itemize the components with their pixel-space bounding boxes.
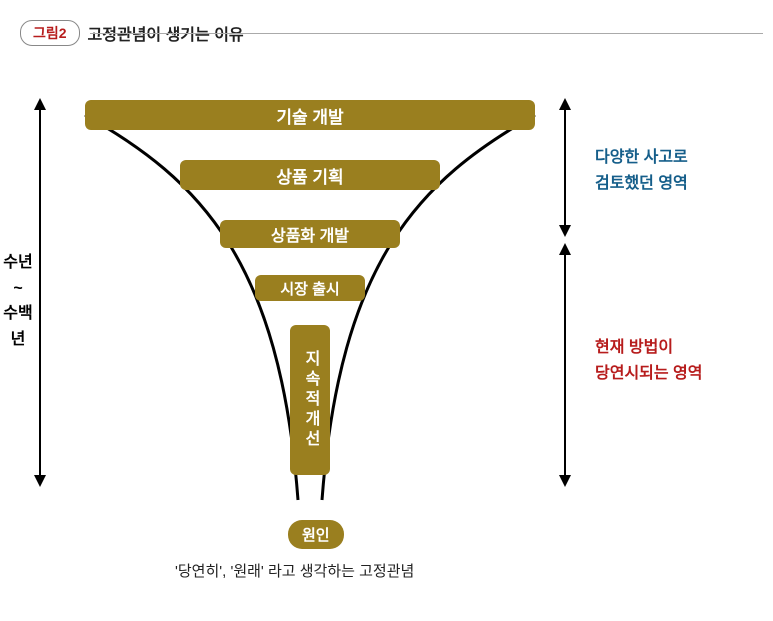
funnel-diagram: 기술 개발상품 기획상품화 개발시장 출시지속적개선 수년 ~ 수백 년 다양한… (0, 80, 773, 621)
header-divider (90, 33, 763, 34)
left-timespan-label: 수년 ~ 수백 년 (0, 250, 40, 352)
funnel-bar-2: 상품화 개발 (220, 220, 400, 248)
right-top-arrow-down-icon (559, 225, 571, 237)
footer-text: '당연히', '원래' 라고 생각하는 고정관념 (175, 560, 414, 581)
funnel-bar-3: 시장 출시 (255, 275, 365, 301)
funnel-bar-label-4: 지속적개선 (298, 350, 322, 450)
cause-pill: 원인 (288, 520, 344, 549)
right-bottom-label: 현재 방법이 당연시되는 영역 (595, 335, 703, 386)
funnel-bar-4: 지속적개선 (290, 325, 330, 475)
funnel-bar-0: 기술 개발 (85, 100, 535, 130)
right-top-label: 다양한 사고로 검토했던 영역 (595, 145, 688, 196)
left-arrow-up-icon (34, 98, 46, 110)
left-arrow-down-icon (34, 475, 46, 487)
right-top-arrow-up-icon (559, 98, 571, 110)
right-bottom-arrow-up-icon (559, 243, 571, 255)
right-bottom-arrow-line (564, 255, 566, 475)
right-top-arrow-line (564, 110, 566, 225)
funnel-bar-1: 상품 기획 (180, 160, 440, 190)
right-bottom-arrow-down-icon (559, 475, 571, 487)
figure-label: 그림2 (20, 20, 80, 46)
